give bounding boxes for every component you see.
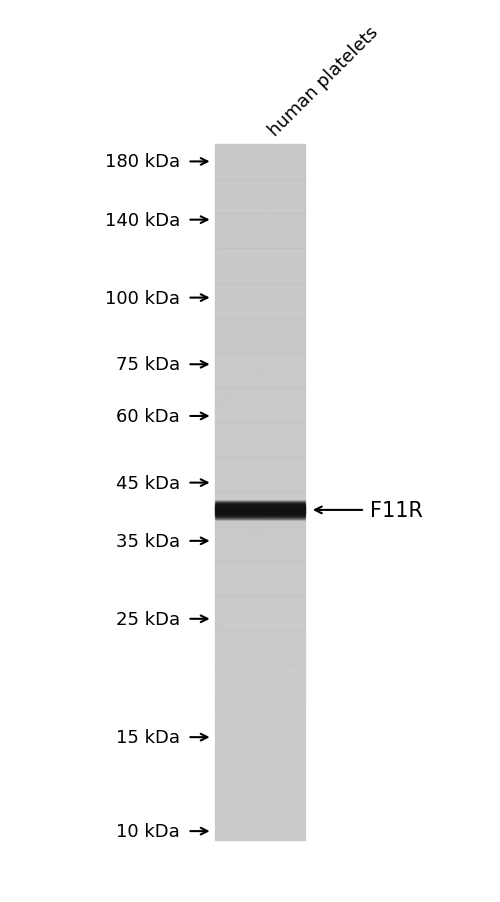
Text: www.PTGAB.COM: www.PTGAB.COM <box>213 658 297 725</box>
Text: www.PTGAB.COM: www.PTGAB.COM <box>213 501 297 567</box>
Bar <box>215 492 305 527</box>
Bar <box>215 596 305 631</box>
Bar <box>215 527 305 562</box>
Bar <box>215 249 305 284</box>
Bar <box>215 179 305 215</box>
Bar <box>215 667 305 701</box>
Text: 60 kDa: 60 kDa <box>116 408 180 426</box>
Text: 25 kDa: 25 kDa <box>116 610 180 628</box>
Bar <box>215 318 305 354</box>
Bar <box>215 144 305 840</box>
Text: 10 kDa: 10 kDa <box>116 823 180 840</box>
Bar <box>215 562 305 596</box>
Bar <box>215 354 305 388</box>
Bar <box>215 388 305 423</box>
Text: 140 kDa: 140 kDa <box>105 211 180 229</box>
Text: 75 kDa: 75 kDa <box>116 356 180 373</box>
Bar <box>215 701 305 736</box>
Text: 100 kDa: 100 kDa <box>105 290 180 308</box>
Text: www.PTGAB.COM: www.PTGAB.COM <box>213 185 297 252</box>
Text: 35 kDa: 35 kDa <box>116 532 180 550</box>
Bar <box>215 144 305 179</box>
Bar <box>215 423 305 457</box>
Text: 15 kDa: 15 kDa <box>116 728 180 746</box>
Bar <box>215 770 305 805</box>
Bar <box>215 736 305 770</box>
Text: human platelets: human platelets <box>265 23 382 141</box>
Text: F11R: F11R <box>370 501 423 520</box>
Bar <box>215 284 305 318</box>
Bar <box>215 631 305 667</box>
Bar <box>215 215 305 249</box>
Bar <box>215 805 305 840</box>
Text: 45 kDa: 45 kDa <box>116 474 180 492</box>
Text: 180 kDa: 180 kDa <box>105 153 180 171</box>
Bar <box>215 457 305 492</box>
Text: www.PTGAB.COM: www.PTGAB.COM <box>213 343 297 410</box>
